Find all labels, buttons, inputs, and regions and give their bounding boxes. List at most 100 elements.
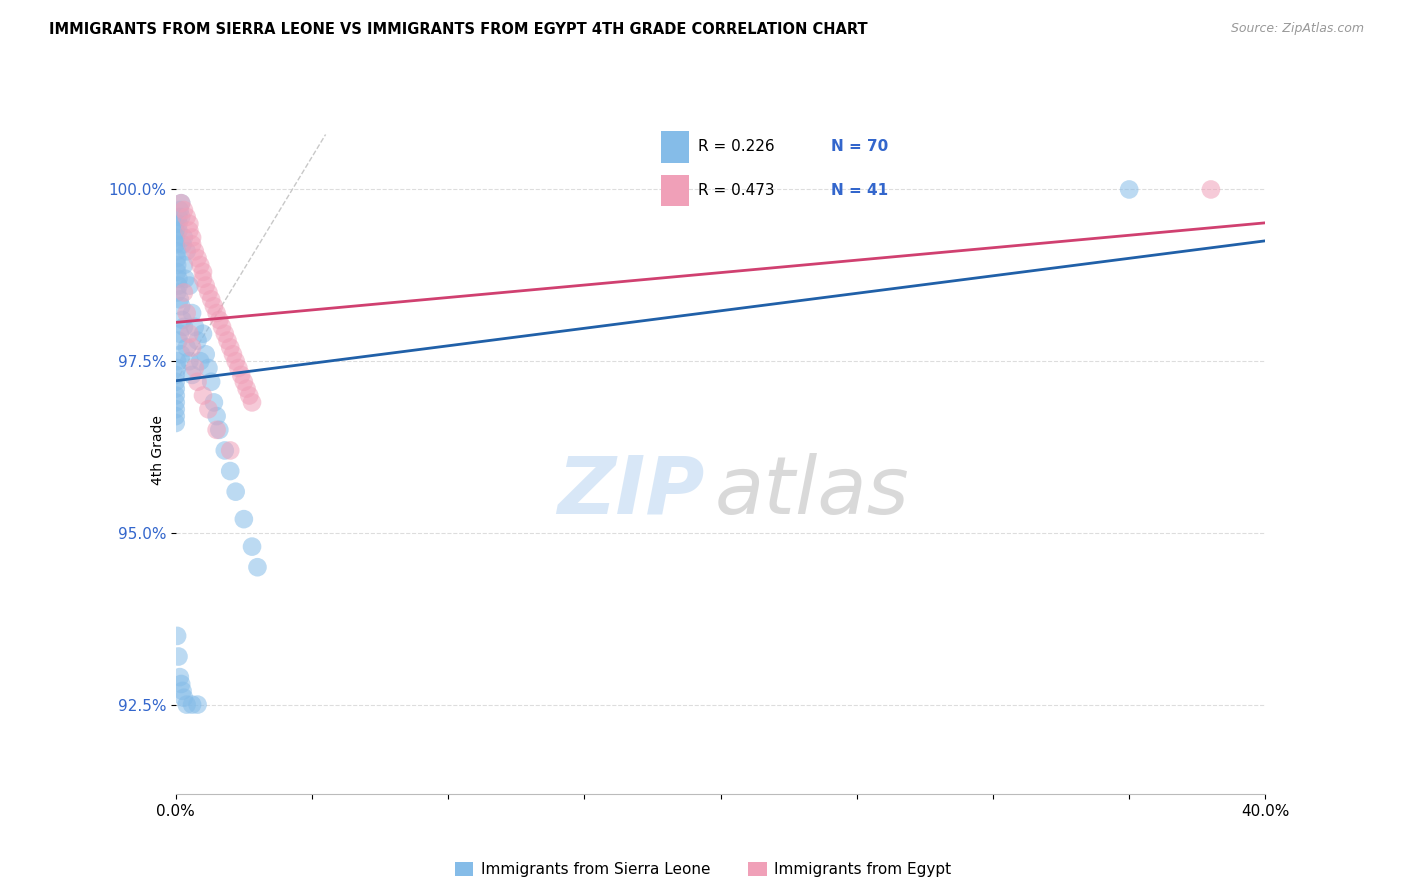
Point xyxy=(174,271,197,285)
Point xyxy=(173,690,195,705)
Point xyxy=(173,230,195,244)
Point xyxy=(176,306,198,320)
Point xyxy=(194,347,217,361)
Point xyxy=(181,368,204,382)
Y-axis label: 4th Grade: 4th Grade xyxy=(150,416,165,485)
Point xyxy=(167,210,190,224)
Point xyxy=(166,244,188,259)
Point xyxy=(170,677,193,691)
Point xyxy=(200,375,222,389)
Point xyxy=(170,299,193,313)
Point xyxy=(176,244,198,259)
Point xyxy=(167,278,190,293)
Point xyxy=(181,698,204,712)
Point xyxy=(176,210,198,224)
Point xyxy=(232,375,254,389)
Point xyxy=(179,354,201,368)
Point xyxy=(202,395,225,409)
Point xyxy=(186,375,209,389)
Point xyxy=(184,319,207,334)
Point xyxy=(246,560,269,574)
Point xyxy=(179,224,201,238)
Point xyxy=(194,278,217,293)
Point xyxy=(173,285,195,300)
Point xyxy=(214,326,236,341)
Point xyxy=(181,237,204,252)
Point xyxy=(172,684,194,698)
Point xyxy=(170,196,193,211)
Point xyxy=(238,388,260,402)
Point xyxy=(166,354,188,368)
Point xyxy=(165,217,187,231)
Point xyxy=(165,409,187,424)
Point xyxy=(181,230,204,244)
Point xyxy=(170,347,193,361)
Point xyxy=(165,230,187,244)
Point xyxy=(219,464,242,478)
Point xyxy=(205,306,228,320)
Point xyxy=(165,368,187,382)
Point xyxy=(184,361,207,376)
Point xyxy=(166,258,188,272)
Point xyxy=(219,341,242,355)
Point xyxy=(179,217,201,231)
Point xyxy=(179,326,201,341)
Point xyxy=(173,319,195,334)
Point xyxy=(186,698,209,712)
Point xyxy=(197,361,219,376)
Point xyxy=(202,299,225,313)
Point xyxy=(176,341,198,355)
Point xyxy=(165,388,187,402)
Point xyxy=(181,306,204,320)
Point xyxy=(214,443,236,458)
Point xyxy=(191,326,214,341)
Point xyxy=(225,354,247,368)
Point xyxy=(173,202,195,217)
Point xyxy=(165,224,187,238)
Point xyxy=(165,375,187,389)
Point xyxy=(232,512,254,526)
Point xyxy=(169,326,191,341)
Point xyxy=(173,258,195,272)
Point xyxy=(165,237,187,252)
Point xyxy=(165,402,187,417)
Point xyxy=(205,409,228,424)
Point xyxy=(240,395,263,409)
Text: 40.0%: 40.0% xyxy=(1241,805,1289,819)
Point xyxy=(208,313,231,327)
Point xyxy=(165,416,187,430)
Point xyxy=(235,382,257,396)
Point xyxy=(166,361,188,376)
Point xyxy=(166,285,188,300)
Point xyxy=(197,402,219,417)
Text: 0.0%: 0.0% xyxy=(156,805,195,819)
Point xyxy=(222,347,245,361)
Point xyxy=(197,285,219,300)
Legend: Immigrants from Sierra Leone, Immigrants from Egypt: Immigrants from Sierra Leone, Immigrants… xyxy=(449,856,957,883)
Point xyxy=(1118,182,1140,196)
Point xyxy=(188,258,211,272)
Point xyxy=(1199,182,1222,196)
Point xyxy=(172,237,194,252)
Point xyxy=(186,251,209,265)
Point xyxy=(169,293,191,307)
Point xyxy=(228,361,250,376)
Point xyxy=(167,224,190,238)
Point xyxy=(217,334,239,348)
Point xyxy=(225,484,247,499)
Point xyxy=(188,354,211,368)
Point xyxy=(165,395,187,409)
Text: IMMIGRANTS FROM SIERRA LEONE VS IMMIGRANTS FROM EGYPT 4TH GRADE CORRELATION CHAR: IMMIGRANTS FROM SIERRA LEONE VS IMMIGRAN… xyxy=(49,22,868,37)
Point xyxy=(169,202,191,217)
Point xyxy=(200,293,222,307)
Point xyxy=(170,196,193,211)
Text: Source: ZipAtlas.com: Source: ZipAtlas.com xyxy=(1230,22,1364,36)
Point xyxy=(166,265,188,279)
Point xyxy=(191,388,214,402)
Point xyxy=(208,423,231,437)
Point xyxy=(191,265,214,279)
Point xyxy=(167,649,190,664)
Text: ZIP: ZIP xyxy=(557,452,704,531)
Point xyxy=(167,217,190,231)
Point xyxy=(211,319,233,334)
